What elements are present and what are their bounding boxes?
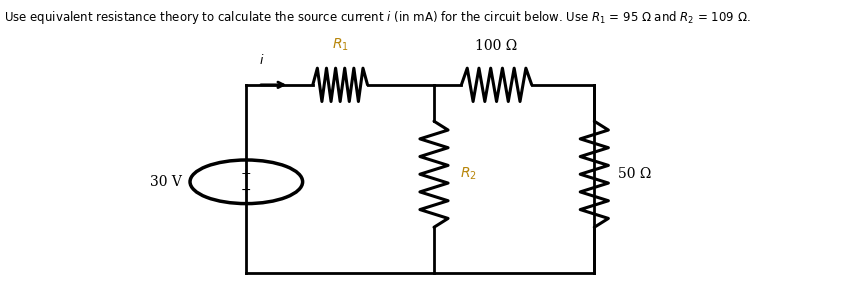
Text: $i$: $i$ xyxy=(259,53,265,67)
Text: 30 V: 30 V xyxy=(150,175,182,189)
Text: $R_2$: $R_2$ xyxy=(460,166,476,182)
Text: Use equivalent resistance theory to calculate the source current $i$ (in mA) for: Use equivalent resistance theory to calc… xyxy=(4,9,751,26)
Text: +: + xyxy=(241,167,252,180)
Text: 100 Ω: 100 Ω xyxy=(476,39,518,53)
Text: $R_1$: $R_1$ xyxy=(331,37,349,53)
Text: 50 Ω: 50 Ω xyxy=(618,167,652,181)
Text: −: − xyxy=(241,184,252,197)
